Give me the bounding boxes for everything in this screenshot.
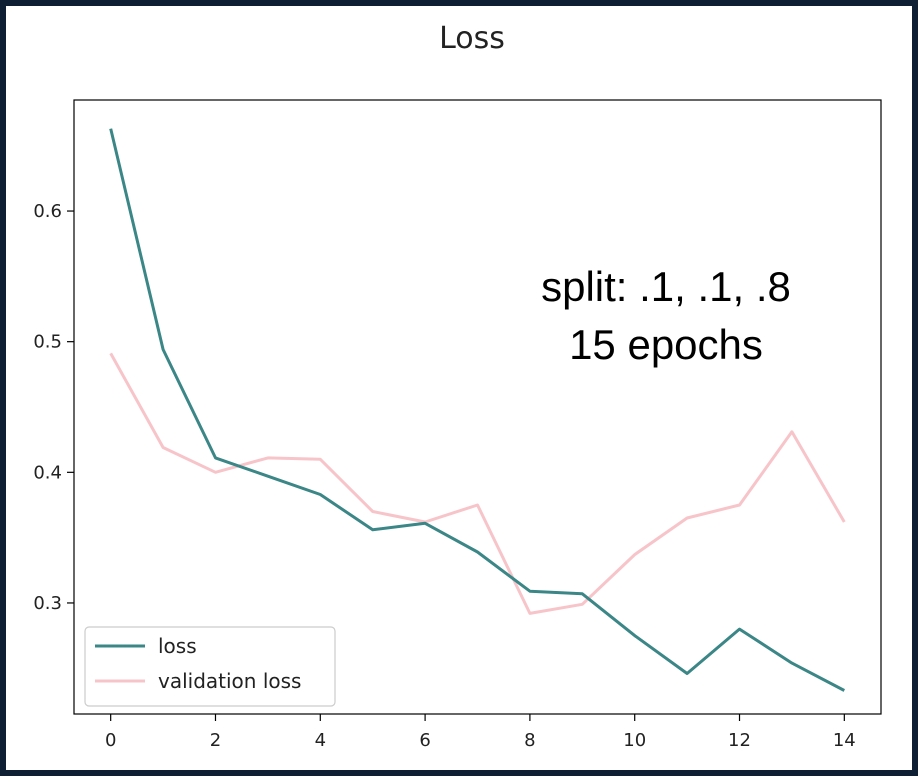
x-tick-label: 10 xyxy=(623,730,646,751)
legend: loss validation loss xyxy=(84,626,336,707)
series-lines xyxy=(109,128,846,692)
chart-title: Loss xyxy=(439,21,505,56)
y-tick-label: 0.3 xyxy=(33,593,62,614)
legend-label-validation-loss: validation loss xyxy=(158,669,301,693)
x-tick-label: 0 xyxy=(105,730,116,751)
legend-label-loss: loss xyxy=(158,634,197,658)
y-tick-label: 0.6 xyxy=(33,201,62,222)
series-line-loss xyxy=(109,128,845,692)
x-tick-label: 8 xyxy=(524,730,535,751)
x-tick-label: 4 xyxy=(315,730,326,751)
plot-area-frame xyxy=(73,99,882,715)
chart-svg: Loss 0 2 4 6 8 10 12 14 0.3 0.4 0.5 0.6 split: .1, … xyxy=(33,21,882,751)
x-tick-label: 2 xyxy=(210,730,221,751)
axis-ticks: 0 2 4 6 8 10 12 14 0.3 0.4 0.5 0.6 xyxy=(33,201,855,751)
chart-figure: Loss 0 2 4 6 8 10 12 14 0.3 0.4 0.5 0.6 split: .1, … xyxy=(6,6,912,770)
x-tick-label: 6 xyxy=(419,730,430,751)
y-tick-label: 0.5 xyxy=(33,332,62,353)
annotation-split: split: .1, .1, .8 xyxy=(541,263,791,310)
x-tick-label: 14 xyxy=(833,730,856,751)
series-line-validation-loss xyxy=(109,352,846,615)
legend-box xyxy=(84,626,336,707)
x-tick-label: 12 xyxy=(728,730,751,751)
y-tick-label: 0.4 xyxy=(33,462,62,483)
annotation-epochs: 15 epochs xyxy=(569,321,763,368)
